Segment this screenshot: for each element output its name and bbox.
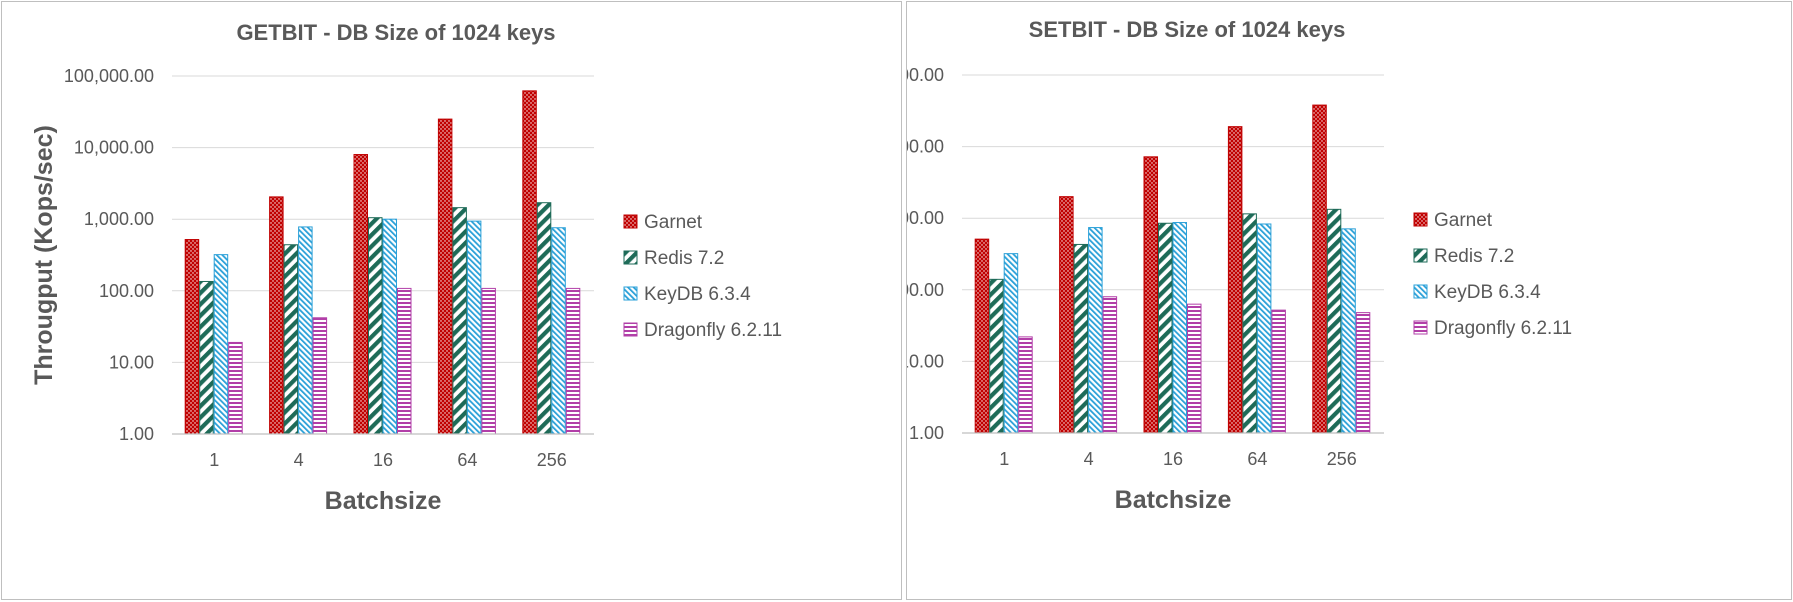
bar-redis-7-2-1 [199,280,214,435]
setbit-chart-panel: SETBIT - DB Size of 1024 keys 1.00 10.00 10… [906,1,1792,600]
legend-swatch [623,286,638,301]
bar-keydb-6-3-4-256 [1341,228,1356,434]
bar-keydb-6-3-4-256 [551,227,566,435]
x-tick-label: 256 [537,450,567,470]
y-tick-label: 100.00 [907,280,944,300]
bar-redis-7-2-256 [536,202,552,435]
x-tick-label: 16 [1163,449,1183,469]
bar-dragonfly-6-2-11-4 [312,317,328,435]
bar-garnet-16 [353,154,368,435]
x-tick-label: 64 [457,450,477,470]
y-tick-label: 1,000.00 [84,209,154,229]
y-tick-label: 100,000.00 [64,66,154,86]
x-axis-title: Batchsize [325,487,442,515]
bar-redis-7-2-64 [452,207,467,435]
legend-label: Redis 7.2 [1434,246,1514,267]
bar-dragonfly-6-2-11-256 [1355,312,1371,434]
legend-label: KeyDB 6.3.4 [1434,282,1541,303]
bar-garnet-16 [1143,156,1158,434]
chart-title: SETBIT - DB Size of 1024 keys [1029,17,1346,42]
bar-redis-7-2-64 [1242,213,1257,434]
getbit-chart-panel: GETBIT - DB Size of 1024 keys 1.00 10.00 10… [1,1,902,600]
legend-label: Dragonfly 6.2.11 [1434,318,1572,339]
bar-dragonfly-6-2-11-64 [481,287,496,435]
y-tick-label: 1.00 [909,423,944,443]
bar-dragonfly-6-2-11-1 [1018,336,1033,434]
bar-keydb-6-3-4-4 [1088,227,1103,434]
legend-swatch [1413,212,1428,227]
bar-garnet-64 [1227,126,1243,434]
y-tick-label: 1.00 [119,424,154,444]
bar-garnet-1 [184,239,200,435]
legend-label: KeyDB 6.3.4 [644,284,751,305]
x-tick-label: 1 [999,449,1009,469]
legend-label: Redis 7.2 [644,248,724,269]
bar-keydb-6-3-4-1 [213,254,229,435]
bar-dragonfly-6-2-11-16 [1187,303,1202,434]
bar-redis-7-2-16 [368,217,383,435]
y-tick-label: 10,000.00 [74,138,154,158]
y-tick-label: 100.00 [99,281,154,301]
x-axis-title: Batchsize [1115,486,1232,514]
bar-redis-7-2-256 [1326,208,1342,434]
bar-dragonfly-6-2-11-16 [397,287,412,435]
setbit-chart: SETBIT - DB Size of 1024 keys 1.00 10.00 10… [907,17,1572,514]
bar-redis-7-2-16 [1158,222,1173,434]
legend-swatch [623,250,638,265]
x-tick-label: 1 [209,450,219,470]
y-axis-title: Througput (Kops/sec) [30,125,58,385]
bar-garnet-4 [269,196,284,435]
bar-garnet-64 [437,118,453,435]
bar-keydb-6-3-4-16 [382,218,397,435]
y-tick-label: 100,000.00 [907,65,944,85]
legend-swatch [1413,248,1428,263]
y-tick-label: 10.00 [109,352,154,372]
bar-redis-7-2-4 [283,244,299,435]
bar-keydb-6-3-4-64 [1256,223,1272,434]
bar-garnet-1 [974,238,990,434]
bar-garnet-256 [522,90,537,435]
chart-title: GETBIT - DB Size of 1024 keys [236,20,555,45]
x-tick-label: 16 [373,450,393,470]
bar-dragonfly-6-2-11-64 [1271,309,1286,434]
bar-keydb-6-3-4-1 [1003,253,1019,434]
legend-label: Garnet [1434,210,1493,231]
getbit-chart: GETBIT - DB Size of 1024 keys 1.00 10.00 10… [30,20,782,515]
bar-keydb-6-3-4-16 [1172,222,1187,434]
bar-garnet-256 [1312,104,1327,434]
bar-dragonfly-6-2-11-256 [565,287,581,435]
legend-label: Garnet [644,212,703,233]
y-tick-label: 10,000.00 [907,137,944,157]
legend-label: Dragonfly 6.2.11 [644,320,782,341]
bar-dragonfly-6-2-11-1 [228,341,243,435]
bar-keydb-6-3-4-64 [466,220,482,435]
x-tick-label: 4 [1084,449,1094,469]
y-tick-label: 10.00 [907,351,944,371]
x-tick-label: 64 [1247,449,1267,469]
legend-swatch [623,214,638,229]
bar-redis-7-2-1 [989,278,1004,434]
x-tick-label: 256 [1327,449,1357,469]
bar-dragonfly-6-2-11-4 [1102,296,1118,434]
bar-redis-7-2-4 [1073,243,1089,434]
bar-garnet-4 [1059,196,1074,434]
legend-swatch [1413,320,1428,335]
x-tick-label: 4 [294,450,304,470]
legend-swatch [623,322,638,337]
bar-keydb-6-3-4-4 [298,226,313,435]
y-tick-label: 1,000.00 [907,208,944,228]
legend-swatch [1413,284,1428,299]
